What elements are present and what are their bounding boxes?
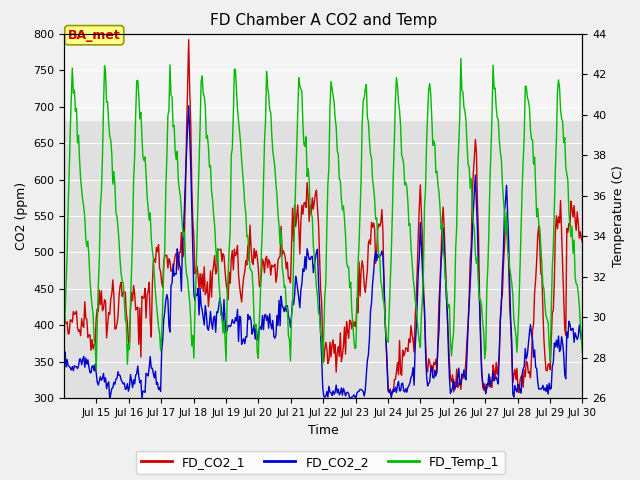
Y-axis label: CO2 (ppm): CO2 (ppm) [15,182,28,250]
Legend: FD_CO2_1, FD_CO2_2, FD_Temp_1: FD_CO2_1, FD_CO2_2, FD_Temp_1 [136,451,504,474]
Text: BA_met: BA_met [68,29,120,42]
Bar [64,34,582,121]
Title: FD Chamber A CO2 and Temp: FD Chamber A CO2 and Temp [209,13,437,28]
Y-axis label: Temperature (C): Temperature (C) [612,165,625,267]
X-axis label: Time: Time [308,424,339,437]
